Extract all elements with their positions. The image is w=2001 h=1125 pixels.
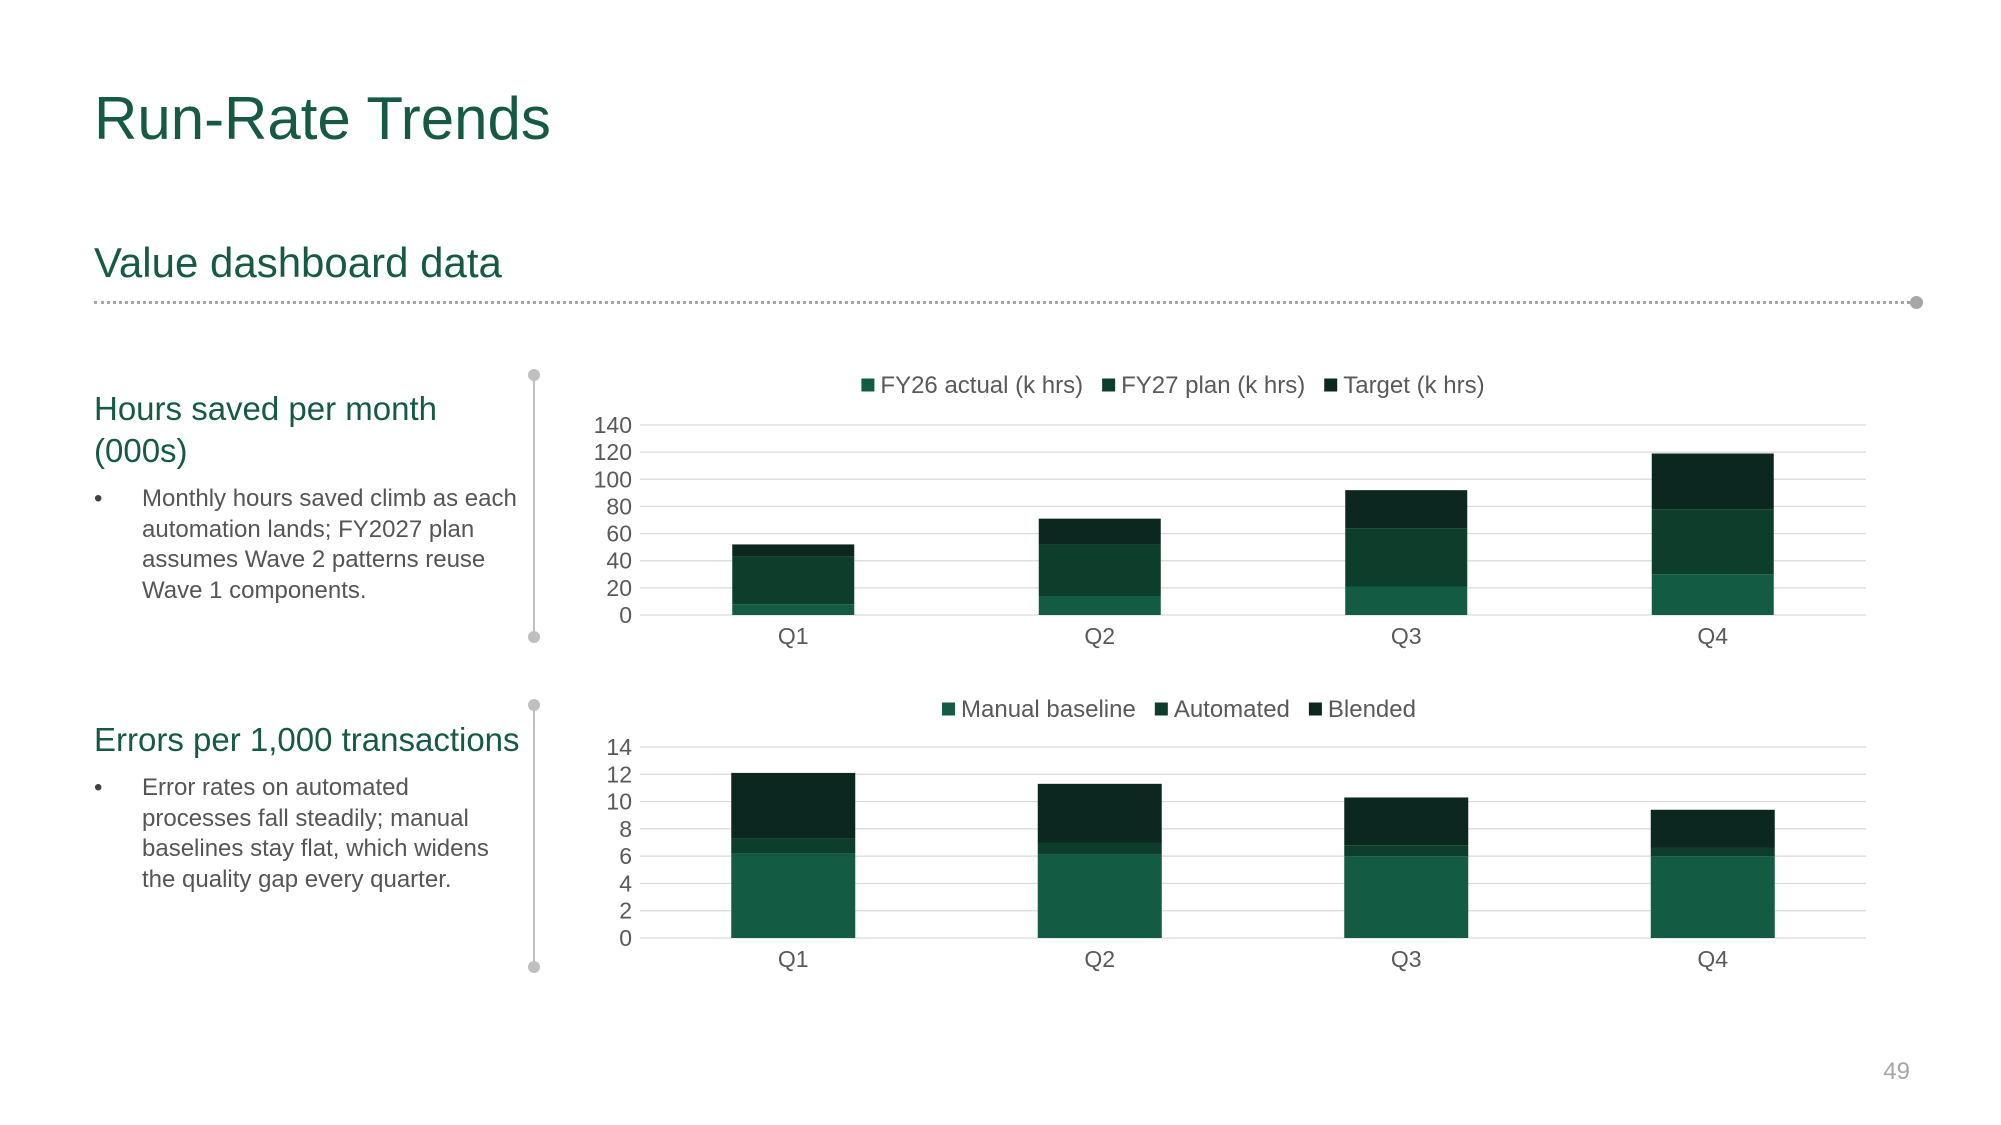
hours-saved-panel: Hours saved per month (000s) • Monthly h…	[94, 388, 524, 606]
divider-dot	[528, 631, 540, 643]
legend-item: Manual baseline	[942, 696, 1136, 723]
legend-item: Blended	[1308, 696, 1416, 723]
bar-segment	[1345, 586, 1468, 615]
legend-swatch	[1308, 702, 1322, 716]
bar-segment	[731, 838, 856, 854]
hours-saved-heading: Hours saved per month (000s)	[94, 390, 438, 469]
bar-segment	[732, 544, 855, 557]
hours-saved-chart: 0 20 40 60 80 100 120 140 Q1 Q2 Q3 Q4 FY26 actual (k…	[580, 368, 1880, 658]
legend-item: FY26 actual (k hrs)	[861, 372, 1083, 399]
y-tick-label: 2	[619, 898, 632, 924]
y-tick-label: 40	[606, 548, 632, 574]
bar-segment	[1344, 856, 1469, 938]
y-tick-label: 8	[619, 816, 632, 842]
divider-dot	[528, 369, 540, 381]
x-tick-label: Q4	[1697, 623, 1728, 649]
x-tick-label: Q1	[778, 946, 809, 972]
errors-bullet-text: Error rates on automated processes fall …	[142, 774, 489, 893]
y-tick-label: 4	[619, 870, 632, 896]
vertical-divider	[533, 705, 535, 967]
bar-segment	[1038, 544, 1161, 596]
legend-swatch	[861, 378, 875, 392]
errors-chart: 0 2 4 6 8 10 12 14 Q1 Q2 Q3 Q4 Manual baseline Automa…	[580, 692, 1880, 982]
vertical-divider	[533, 375, 535, 637]
y-tick-label: 14	[606, 734, 632, 760]
bar-segment	[1650, 856, 1775, 938]
y-tick-label: 0	[619, 602, 632, 628]
legend-item: Automated	[1154, 696, 1290, 723]
y-tick-label: 120	[594, 439, 632, 465]
slide-title: Run-Rate Trends	[94, 85, 551, 152]
y-tick-label: 10	[606, 789, 632, 815]
errors-bullet: • Error rates on automated processes fal…	[94, 773, 524, 895]
bar-segment	[1038, 518, 1161, 545]
bar-segment	[1345, 490, 1468, 529]
x-tick-label: Q3	[1391, 623, 1422, 649]
hours-saved-bullet-text: Monthly hours saved climb as each automa…	[142, 485, 517, 604]
divider-dot	[528, 961, 540, 973]
bar-segment	[1650, 847, 1775, 857]
y-tick-label: 12	[606, 761, 632, 787]
y-tick-label: 0	[619, 925, 632, 951]
bar-segment	[1650, 809, 1775, 848]
y-tick-label: 80	[606, 493, 632, 519]
y-tick-label: 6	[619, 843, 632, 869]
bar-segment	[1038, 596, 1161, 615]
bar-segment	[1651, 509, 1774, 575]
bar-segment	[732, 604, 855, 615]
slide-subtitle: Value dashboard data	[94, 239, 502, 286]
bullet-icon: •	[94, 774, 103, 801]
divider-end-dot	[1910, 296, 1923, 309]
bar-segment	[732, 556, 855, 605]
bullet-icon: •	[94, 485, 103, 512]
x-tick-label: Q4	[1697, 946, 1728, 972]
legend-label: Target (k hrs)	[1343, 372, 1484, 399]
errors-heading: Errors per 1,000 transactions	[94, 721, 520, 758]
legend-label: FY26 actual (k hrs)	[880, 372, 1083, 399]
errors-panel: Errors per 1,000 transactions • Error ra…	[94, 719, 524, 895]
chart-legend: FY26 actual (k hrs) FY27 plan (k hrs) Targ…	[861, 372, 1485, 399]
divider-dot	[528, 699, 540, 711]
bar-segment	[1037, 842, 1162, 855]
bar-segment	[1344, 845, 1469, 857]
legend-label: Blended	[1328, 696, 1416, 723]
legend-swatch	[1154, 702, 1168, 716]
bar-segment	[1651, 574, 1774, 615]
section-divider-line	[94, 301, 1916, 304]
x-tick-label: Q2	[1084, 623, 1115, 649]
legend-label: FY27 plan (k hrs)	[1121, 372, 1305, 399]
bar-segment	[1345, 528, 1468, 587]
page-number: 49	[1883, 1058, 1910, 1085]
bar-segment	[1651, 453, 1774, 510]
legend-label: Manual baseline	[961, 696, 1136, 723]
hours-saved-bullet: • Monthly hours saved climb as each auto…	[94, 484, 524, 606]
x-tick-label: Q3	[1391, 946, 1422, 972]
y-tick-label: 140	[594, 412, 632, 438]
x-tick-label: Q1	[778, 623, 809, 649]
legend-swatch	[1324, 378, 1338, 392]
legend-swatch	[942, 702, 956, 716]
bar-segment	[731, 772, 856, 839]
legend-swatch	[1102, 378, 1116, 392]
legend-item: FY27 plan (k hrs)	[1102, 372, 1305, 399]
legend-item: Target (k hrs)	[1324, 372, 1485, 399]
y-tick-label: 20	[606, 575, 632, 601]
bar-segment	[1344, 797, 1469, 846]
y-tick-label: 60	[606, 521, 632, 547]
legend-label: Automated	[1174, 696, 1290, 723]
bar-segment	[1037, 783, 1162, 843]
chart-legend: Manual baseline Automated Blended	[942, 696, 1416, 723]
y-tick-label: 100	[594, 466, 632, 492]
x-tick-label: Q2	[1084, 946, 1115, 972]
bar-segment	[1037, 854, 1162, 938]
bar-segment	[731, 853, 856, 938]
